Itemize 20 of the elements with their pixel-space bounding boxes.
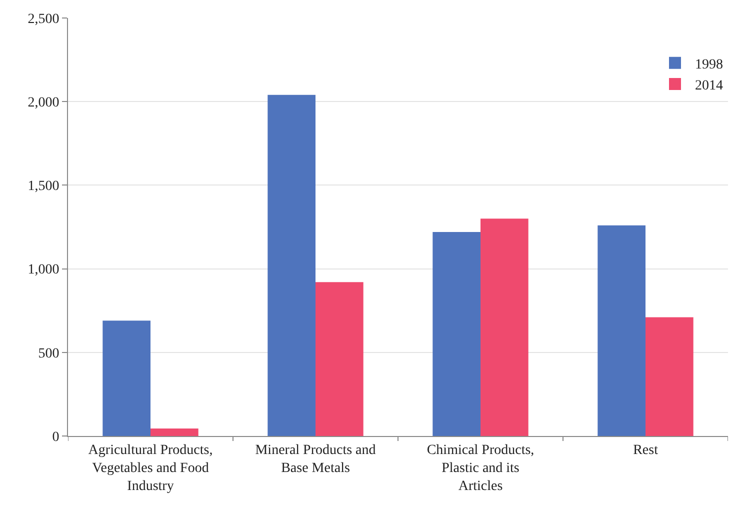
y-tick-label: 2,000 — [28, 96, 60, 110]
y-tick-label: 1,500 — [28, 179, 60, 194]
x-tick-label: Agricultural Products, Vegetables and Food Industry — [88, 442, 213, 494]
bar — [432, 232, 480, 436]
bar — [150, 428, 198, 436]
bar — [598, 225, 646, 436]
x-tick-label: Mineral Products and Base Metals — [255, 442, 376, 476]
bar — [102, 320, 150, 436]
bar — [480, 218, 528, 436]
y-tick-label: 2,500 — [28, 12, 60, 27]
x-tick-label: Rest — [633, 442, 658, 458]
y-tick-label: 500 — [38, 346, 60, 362]
bar — [268, 94, 316, 436]
y-tick-label: 0 — [52, 430, 60, 445]
bar — [316, 282, 364, 436]
legend-label: 1998 — [695, 57, 723, 72]
x-tick-label: Chimical Products, Plastic and its Articles — [426, 442, 534, 494]
bar — [646, 317, 694, 436]
y-tick-label: 1,000 — [28, 262, 60, 278]
legend-label: 2014 — [695, 78, 723, 94]
